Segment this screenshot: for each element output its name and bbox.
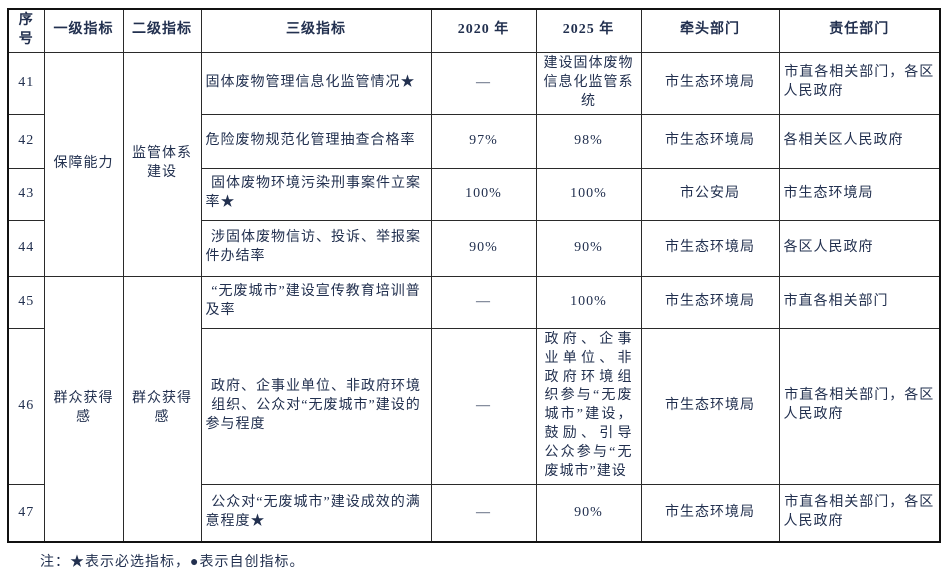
cell-2020: 97% (430, 113, 537, 169)
cell-resp: 市直各相关部门 (778, 275, 941, 329)
indicator-table: 序号 一级指标 二级指标 三级指标 2020 年 2025 年 牵头部门 责任部… (7, 8, 941, 544)
cell-resp: 市直各相关部门，各区人民政府 (778, 483, 941, 543)
header-cell-resp: 责任部门 (778, 8, 941, 53)
cell-level3: “无废城市”建设宣传教育培训普及率 (200, 275, 432, 329)
table-header-row: 序号 一级指标 二级指标 三级指标 2020 年 2025 年 牵头部门 责任部… (7, 8, 941, 53)
cell-no: 43 (7, 167, 45, 221)
cell-2025: 90% (535, 483, 642, 543)
header-cell-no: 序号 (7, 8, 45, 53)
cell-level3: 危险废物规范化管理抽查合格率 (200, 113, 432, 169)
header-cell-level1: 一级指标 (43, 8, 124, 53)
cell-resp: 市生态环境局 (778, 167, 941, 221)
cell-2025: 建设固体废物信息化监管系统 (535, 51, 642, 115)
cell-level2-group2: 群众获得感 (122, 275, 202, 543)
cell-lead: 市生态环境局 (640, 113, 780, 169)
cell-lead: 市生态环境局 (640, 483, 780, 543)
cell-no: 44 (7, 219, 45, 277)
table-row-46: 46 政府、企事业单位、非政府环境组织、公众对“无废城市”建设的参与程度 — 政… (7, 327, 941, 485)
cell-2025: 100% (535, 167, 642, 221)
table-row-41: 41 保障能力 监管体系建设 固体废物管理信息化监管情况★ — 建设固体废物信息… (7, 51, 941, 277)
cell-2020: — (430, 51, 537, 115)
cell-no: 47 (7, 483, 45, 543)
table-row-43: 43 固体废物环境污染刑事案件立案率★ 100% 100% 市公安局 市生态环境… (7, 167, 941, 221)
cell-2020: 90% (430, 219, 537, 277)
table-row-42: 42 危险废物规范化管理抽查合格率 97% 98% 市生态环境局 各相关区人民政… (7, 113, 941, 169)
cell-resp: 各区人民政府 (778, 219, 941, 277)
cell-lead: 市生态环境局 (640, 51, 780, 115)
cell-level3: 固体废物管理信息化监管情况★ (200, 51, 432, 115)
header-cell-level3: 三级指标 (200, 8, 432, 53)
cell-level3: 固体废物环境污染刑事案件立案率★ (200, 167, 432, 221)
cell-level3: 涉固体废物信访、投诉、举报案件办结率 (200, 219, 432, 277)
cell-2025: 100% (535, 275, 642, 329)
cell-no: 41 (7, 51, 45, 115)
header-cell-2025: 2025 年 (535, 8, 642, 53)
cell-level3: 公众对“无废城市”建设成效的满意程度★ (200, 483, 432, 543)
cell-no: 46 (7, 327, 45, 485)
cell-2025: 98% (535, 113, 642, 169)
header-cell-lead: 牵头部门 (640, 8, 780, 53)
cell-resp: 市直各相关部门，各区人民政府 (778, 327, 941, 485)
cell-lead: 市生态环境局 (640, 327, 780, 485)
cell-2020: — (430, 483, 537, 543)
cell-no: 42 (7, 113, 45, 169)
header-cell-level2: 二级指标 (122, 8, 202, 53)
cell-lead: 市生态环境局 (640, 275, 780, 329)
table-row-44: 44 涉固体废物信访、投诉、举报案件办结率 90% 90% 市生态环境局 各区人… (7, 219, 941, 277)
cell-2020: — (430, 327, 537, 485)
cell-2025: 政府、企事业单位、非政府环境组织参与“无废城市”建设，鼓励、引导公众参与“无废城… (535, 327, 642, 485)
cell-level3: 政府、企事业单位、非政府环境组织、公众对“无废城市”建设的参与程度 (200, 327, 432, 485)
table-row-47: 47 公众对“无废城市”建设成效的满意程度★ — 90% 市生态环境局 市直各相… (7, 483, 941, 543)
cell-level2-group1: 监管体系建设 (122, 51, 202, 277)
cell-level1-group1: 保障能力 (43, 51, 124, 277)
cell-resp: 各相关区人民政府 (778, 113, 941, 169)
table-row-45: 45 群众获得感 群众获得感 “无废城市”建设宣传教育培训普及率 — 100% … (7, 275, 941, 543)
cell-lead: 市生态环境局 (640, 219, 780, 277)
footnote: 注：★表示必选指标，●表示自创指标。 (40, 555, 305, 571)
cell-lead: 市公安局 (640, 167, 780, 221)
cell-2020: 100% (430, 167, 537, 221)
cell-resp: 市直各相关部门，各区人民政府 (778, 51, 941, 115)
cell-2020: — (430, 275, 537, 329)
cell-2025: 90% (535, 219, 642, 277)
cell-no: 45 (7, 275, 45, 329)
cell-level1-group2: 群众获得感 (43, 275, 124, 543)
header-cell-2020: 2020 年 (430, 8, 537, 53)
